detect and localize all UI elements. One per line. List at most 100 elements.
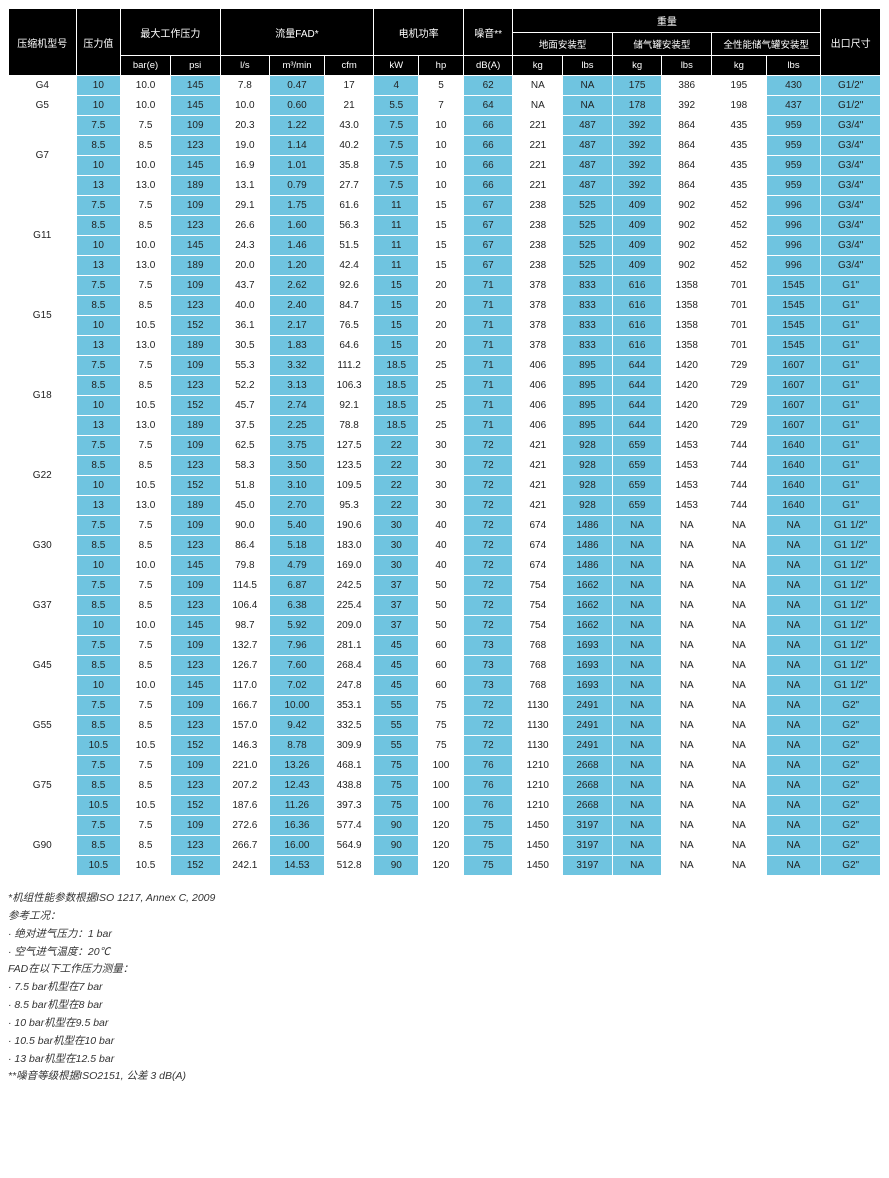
data-cell: 902 [662,236,712,256]
data-cell: 3.13 [270,376,325,396]
data-cell: 10.0 [121,96,171,116]
data-cell: 8.5 [76,836,121,856]
data-cell: 768 [513,676,563,696]
data-cell: 100 [419,756,464,776]
h-motor: 电机功率 [374,9,463,56]
data-cell: 525 [563,216,613,236]
data-cell: 109 [170,356,220,376]
data-cell: NA [612,836,662,856]
data-cell: 10 [419,176,464,196]
h-fad: 流量FAD* [220,9,374,56]
data-cell: 8.5 [76,296,121,316]
data-cell: 7.5 [374,156,419,176]
data-cell: NA [712,716,767,736]
data-cell: 98.7 [220,616,270,636]
h-weight: 重量 [513,9,821,33]
data-cell: 72 [463,616,513,636]
data-cell: 8.5 [121,776,171,796]
data-cell: G2" [821,736,881,756]
model-cell: G4 [9,76,77,96]
data-cell: 7.5 [374,176,419,196]
data-cell: 10 [76,616,121,636]
data-cell: 8.5 [76,456,121,476]
data-cell: G1 1/2" [821,556,881,576]
table-row: G557.57.5109166.710.00353.15575721130249… [9,696,881,716]
table-row: 8.58.512319.01.1440.27.51066221487392864… [9,136,881,156]
data-cell: 1.01 [270,156,325,176]
data-cell: 71 [463,396,513,416]
h-ls: l/s [220,56,270,76]
data-cell: 996 [766,236,821,256]
data-cell: 72 [463,496,513,516]
data-cell: 1486 [563,556,613,576]
table-row: 1010.0145117.07.02247.84560737681693NANA… [9,676,881,696]
data-cell: 928 [563,496,613,516]
data-cell: 1486 [563,536,613,556]
data-cell: 127.5 [324,436,374,456]
data-cell: 209.0 [324,616,374,636]
data-cell: 7.96 [270,636,325,656]
data-cell: 145 [170,616,220,636]
data-cell: 435 [712,116,767,136]
data-cell: 16.9 [220,156,270,176]
data-cell: 10.5 [121,316,171,336]
data-cell: 644 [612,356,662,376]
data-cell: 996 [766,216,821,236]
data-cell: 564.9 [324,836,374,856]
data-cell: 1453 [662,496,712,516]
data-cell: 959 [766,116,821,136]
data-cell: 8.5 [76,716,121,736]
data-cell: 397.3 [324,796,374,816]
data-cell: 10 [76,236,121,256]
data-cell: 386 [662,76,712,96]
data-cell: G3/4" [821,136,881,156]
data-cell: 13 [76,176,121,196]
data-cell: 1486 [563,516,613,536]
data-cell: NA [766,676,821,696]
data-cell: 247.8 [324,676,374,696]
data-cell: 10.5 [76,736,121,756]
data-cell: 30 [374,516,419,536]
data-cell: 64.6 [324,336,374,356]
data-cell: 16.00 [270,836,325,856]
table-row: 8.58.512352.23.13106.318.525714068956441… [9,376,881,396]
data-cell: 60 [419,656,464,676]
data-cell: 332.5 [324,716,374,736]
data-cell: 1.20 [270,256,325,276]
data-cell: NA [513,76,563,96]
data-cell: 8.5 [121,216,171,236]
data-cell: 35.8 [324,156,374,176]
data-cell: 409 [612,236,662,256]
data-cell: 421 [513,476,563,496]
data-cell: 833 [563,336,613,356]
data-cell: 10 [419,156,464,176]
data-cell: NA [712,676,767,696]
data-cell: 644 [612,376,662,396]
data-cell: 30 [419,496,464,516]
data-cell: 13 [76,416,121,436]
data-cell: 1453 [662,476,712,496]
model-cell: G18 [9,356,77,436]
data-cell: 833 [563,276,613,296]
data-cell: 40.2 [324,136,374,156]
data-cell: 15 [419,256,464,276]
data-cell: NA [712,536,767,556]
data-cell: 928 [563,436,613,456]
data-cell: 659 [612,476,662,496]
table-row: 8.58.5123157.09.42332.555757211302491NAN… [9,716,881,736]
data-cell: 109 [170,516,220,536]
data-cell: 8.5 [121,456,171,476]
data-cell: 30 [419,456,464,476]
data-cell: 190.6 [324,516,374,536]
data-cell: 15 [419,216,464,236]
data-cell: NA [766,656,821,676]
data-cell: 92.6 [324,276,374,296]
data-cell: 2.17 [270,316,325,336]
data-cell: 29.1 [220,196,270,216]
table-row: 8.58.5123266.716.00564.9901207514503197N… [9,836,881,856]
data-cell: 145 [170,76,220,96]
data-cell: 7.5 [121,696,171,716]
data-cell: 25 [419,396,464,416]
data-cell: 36.1 [220,316,270,336]
data-cell: G2" [821,696,881,716]
